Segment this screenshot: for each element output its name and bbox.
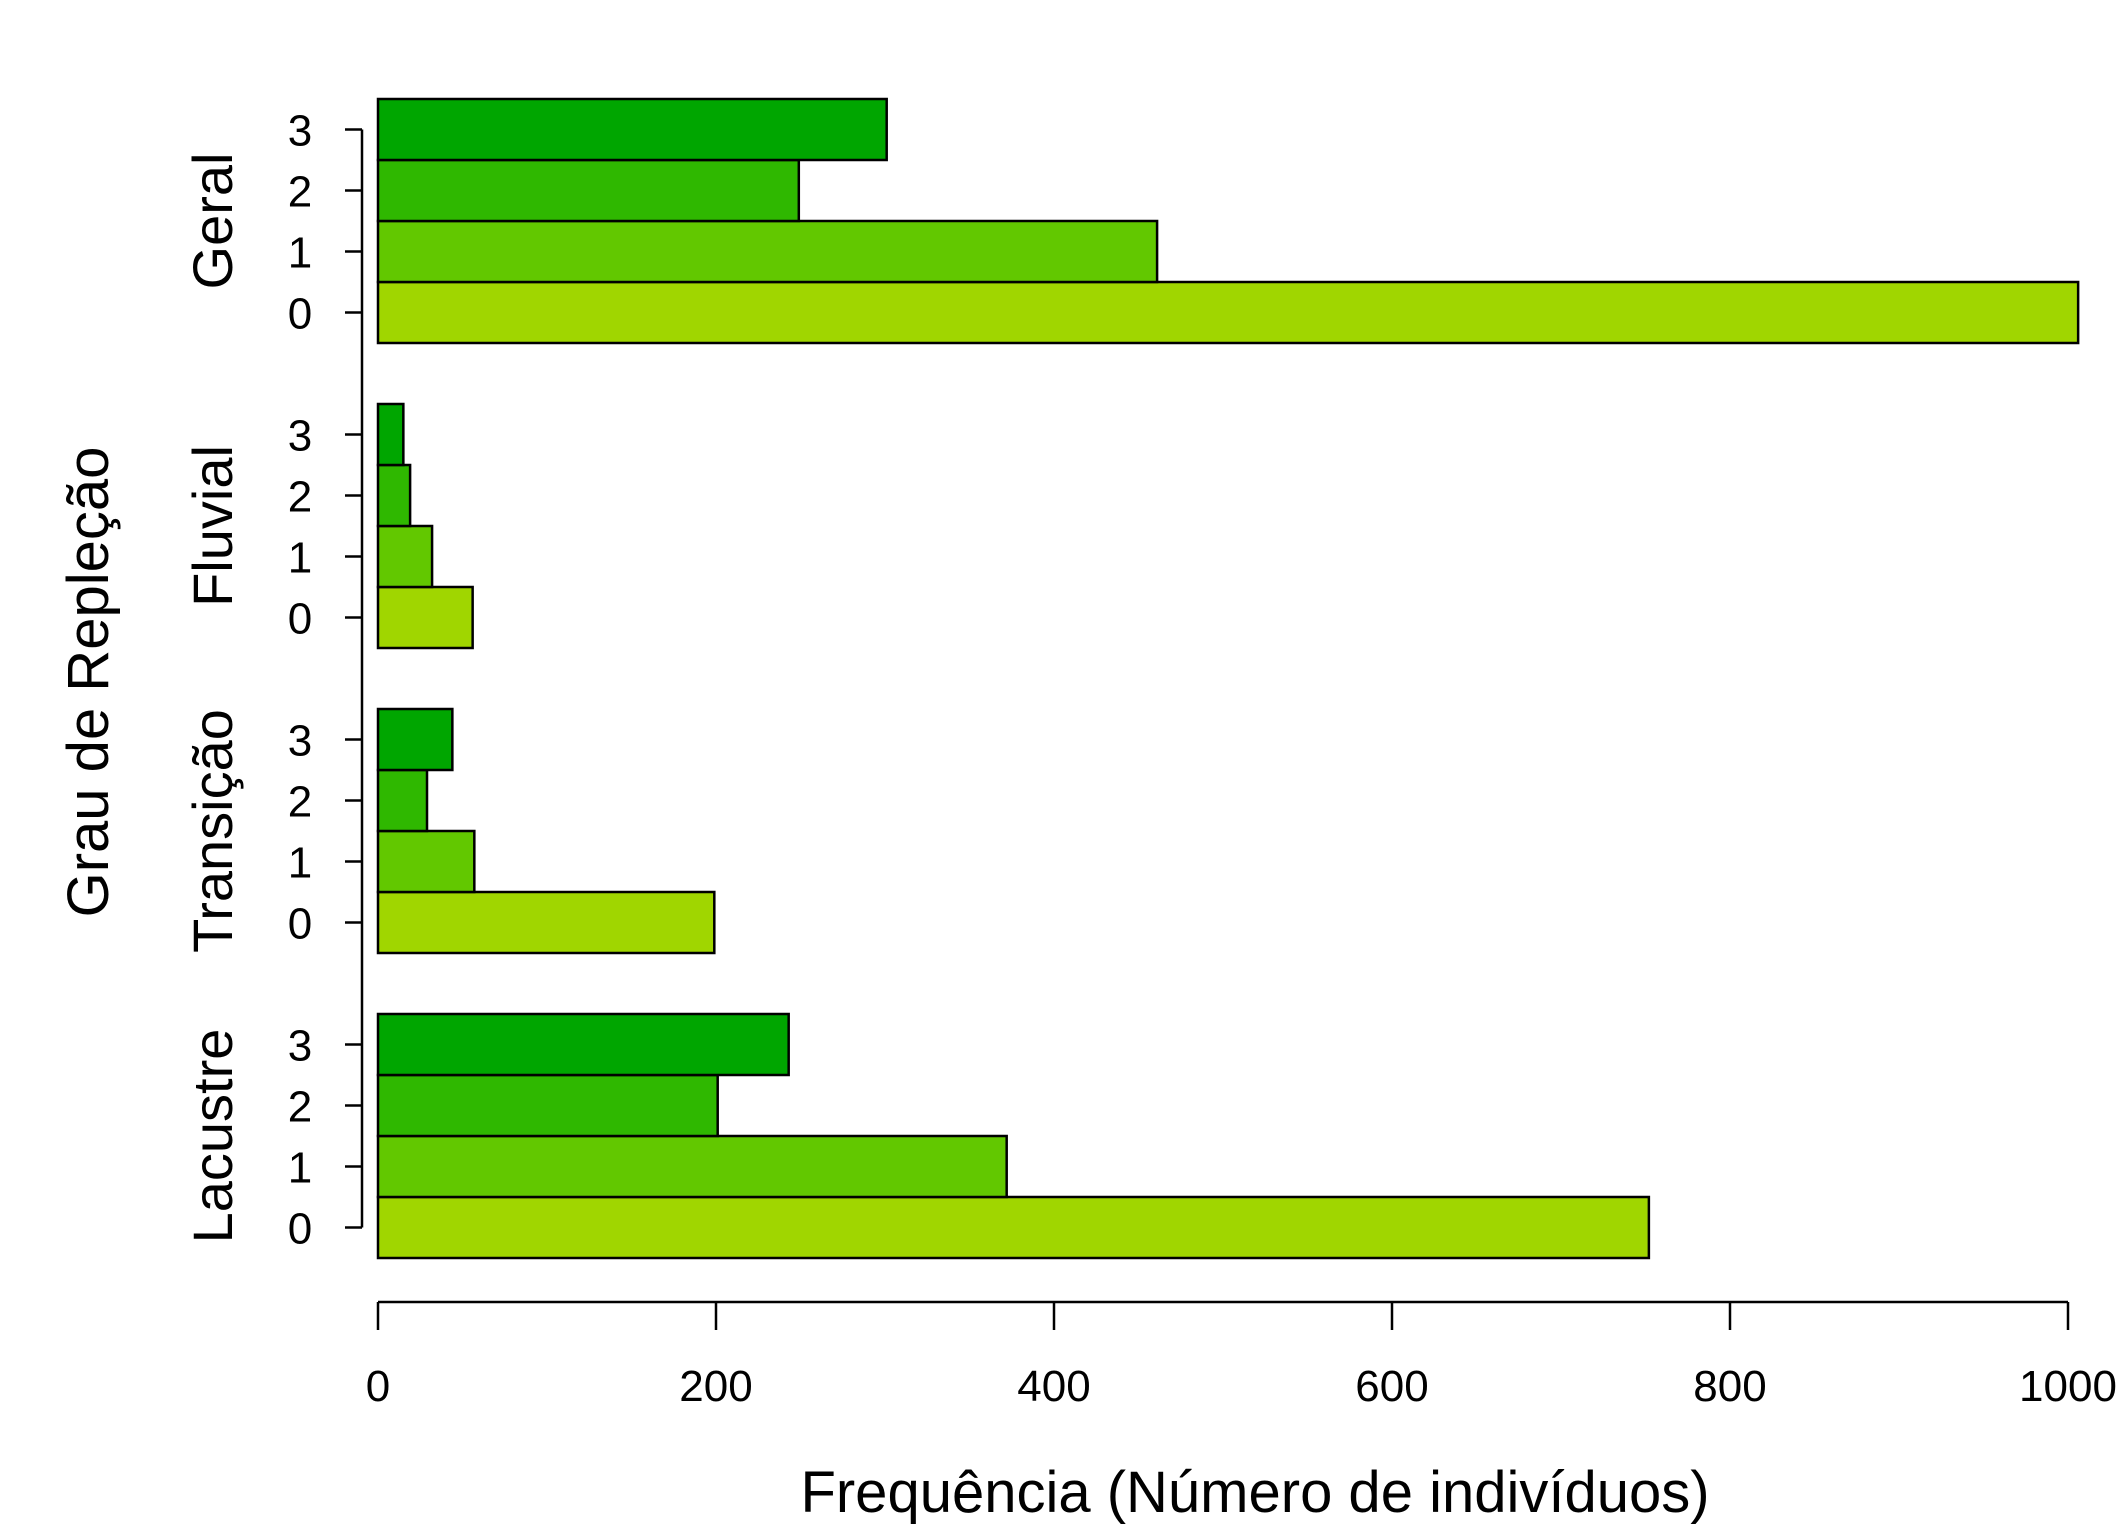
bar-geral-1 [376, 219, 1159, 284]
y-axis: 0 1 2 3 Lacustre 0 1 2 3 Transição 0 1 2 3 Fluvial 0 1 2 3… [181, 107, 364, 1254]
x-tick-label-800: 800 [1693, 1362, 1766, 1411]
group-label-geral: Geral [181, 153, 244, 290]
bar-fluvial-3 [376, 402, 405, 467]
y-tick-label-fluvial-0: 0 [288, 595, 312, 644]
x-axis: 0 200 400 600 800 1000 [366, 1300, 2117, 1411]
group-label-lacustre: Lacustre [181, 1029, 244, 1244]
y-tick-label-fluvial-2: 2 [288, 473, 312, 522]
bar-fluvial-2 [376, 463, 412, 528]
bar-fluvial-0 [376, 585, 474, 650]
x-tick-label-0: 0 [366, 1362, 390, 1411]
y-tick-label-transicao-3: 3 [288, 717, 312, 766]
x-tick-label-1000: 1000 [2019, 1362, 2117, 1411]
bar-geral-2 [376, 158, 801, 223]
y-tick-label-lacustre-0: 0 [288, 1205, 312, 1254]
x-tick-label-200: 200 [679, 1362, 752, 1411]
bar-lacustre-3 [376, 1012, 790, 1077]
y-tick-label-lacustre-3: 3 [288, 1022, 312, 1071]
y-tick-label-transicao-1: 1 [288, 839, 312, 888]
y-tick-label-transicao-2: 2 [288, 778, 312, 827]
bar-geral-3 [376, 97, 888, 162]
y-tick-label-geral-0: 0 [288, 290, 312, 339]
bar-lacustre-0 [376, 1195, 1651, 1260]
bar-geral-0 [376, 280, 2080, 345]
bar-transicao-3 [376, 707, 454, 772]
bar-lacustre-2 [376, 1073, 719, 1138]
bar-fluvial-1 [376, 524, 434, 589]
bar-lacustre-1 [376, 1134, 1008, 1199]
y-tick-label-lacustre-2: 2 [288, 1083, 312, 1132]
y-tick-label-geral-1: 1 [288, 229, 312, 278]
group-label-fluvial: Fluvial [181, 445, 244, 607]
x-axis-title: Frequência (Número de indivíduos) [800, 1460, 1709, 1525]
y-tick-label-transicao-0: 0 [288, 900, 312, 949]
y-tick-label-lacustre-1: 1 [288, 1144, 312, 1193]
x-tick-label-400: 400 [1017, 1362, 1090, 1411]
bar-transicao-0 [376, 890, 716, 955]
y-tick-label-fluvial-3: 3 [288, 412, 312, 461]
bar-transicao-1 [376, 829, 476, 894]
y-tick-label-geral-3: 3 [288, 107, 312, 156]
bars-layer [376, 97, 2080, 1260]
y-tick-label-fluvial-1: 1 [288, 534, 312, 583]
group-label-transicao: Transição [181, 709, 244, 953]
y-tick-label-geral-2: 2 [288, 168, 312, 217]
y-axis-title: Grau de Repleção [56, 447, 121, 918]
x-tick-label-600: 600 [1355, 1362, 1428, 1411]
bar-transicao-2 [376, 768, 429, 833]
